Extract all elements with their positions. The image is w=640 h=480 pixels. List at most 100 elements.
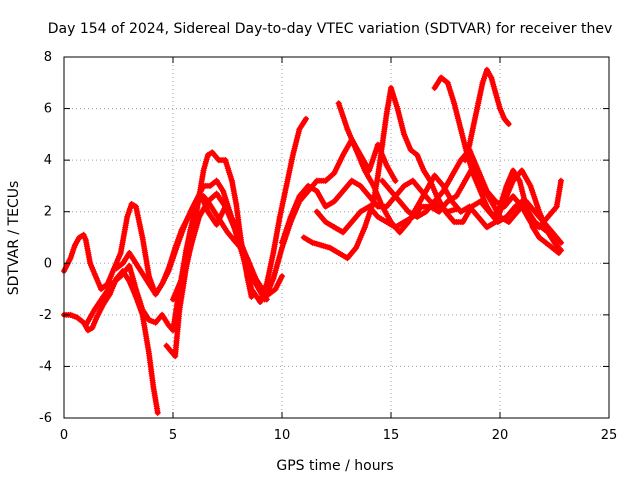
data-point — [348, 219, 355, 226]
data-point — [217, 219, 224, 226]
data-point — [483, 224, 490, 231]
data-point — [178, 275, 185, 282]
data-point — [549, 244, 556, 251]
data-point — [407, 146, 414, 153]
data-point — [518, 167, 525, 174]
data-point — [276, 213, 283, 220]
data-point — [211, 208, 218, 215]
data-point — [132, 260, 139, 267]
data-point — [213, 221, 220, 228]
data-point — [529, 224, 536, 231]
y-tick-label: 8 — [44, 50, 52, 65]
data-point — [272, 286, 279, 293]
data-point — [322, 219, 329, 226]
data-point — [451, 100, 458, 107]
data-point — [497, 203, 503, 210]
data-point — [331, 224, 338, 231]
data-point — [93, 314, 100, 321]
data-point — [483, 66, 490, 73]
data-point — [231, 219, 238, 226]
data-point — [313, 208, 320, 215]
data-point — [544, 213, 551, 220]
data-point — [187, 208, 194, 215]
data-point — [392, 177, 399, 184]
data-point — [117, 273, 124, 280]
data-point — [146, 317, 153, 324]
data-point — [488, 74, 495, 81]
data-point — [409, 177, 416, 184]
data-point — [196, 193, 203, 200]
data-point — [231, 237, 238, 244]
data-point — [422, 208, 429, 215]
data-point — [420, 167, 427, 174]
data-point — [340, 151, 347, 158]
data-point — [128, 200, 135, 207]
data-point — [174, 242, 181, 249]
data-point — [431, 172, 438, 179]
data-point — [335, 100, 342, 107]
data-point — [80, 231, 87, 238]
data-point — [82, 322, 89, 329]
data-point — [396, 229, 403, 236]
data-point — [331, 170, 338, 177]
data-point — [442, 208, 449, 215]
data-point — [383, 162, 390, 169]
data-point — [146, 280, 153, 287]
data-point — [490, 213, 497, 220]
y-tick-label: 0 — [44, 256, 52, 271]
data-point — [302, 115, 309, 122]
data-point — [514, 208, 521, 215]
data-point — [163, 342, 170, 349]
x-tick-label: 5 — [169, 428, 177, 443]
data-point — [279, 244, 285, 251]
data-point — [374, 213, 381, 220]
data-point — [492, 198, 499, 205]
data-point — [257, 298, 264, 305]
data-point — [154, 409, 161, 416]
data-point — [84, 327, 91, 334]
data-point — [457, 208, 464, 215]
data-point — [466, 203, 473, 210]
data-point — [370, 198, 377, 205]
data-point — [165, 322, 172, 329]
data-point — [505, 219, 512, 226]
data-point — [113, 265, 120, 272]
data-point — [176, 306, 183, 313]
data-point — [422, 188, 429, 195]
x-tick-label: 20 — [492, 428, 509, 443]
data-point — [512, 203, 519, 210]
data-point — [396, 198, 403, 205]
data-point — [213, 177, 220, 184]
data-point — [222, 203, 229, 210]
data-point — [388, 84, 394, 91]
data-point — [91, 306, 98, 313]
data-point — [305, 182, 312, 189]
x-tick-label: 15 — [383, 428, 400, 443]
data-point — [401, 182, 408, 189]
data-point — [544, 229, 551, 236]
data-point — [167, 347, 174, 354]
data-point — [414, 203, 421, 210]
data-point — [204, 151, 211, 158]
data-point — [89, 324, 96, 331]
data-point — [523, 203, 530, 210]
data-point — [207, 182, 214, 189]
data-point — [132, 286, 139, 293]
data-point — [159, 280, 166, 287]
data-point — [170, 296, 176, 303]
data-point — [453, 193, 460, 200]
data-point — [139, 306, 146, 313]
data-series — [335, 100, 551, 236]
data-point — [361, 224, 368, 231]
data-point — [440, 188, 447, 195]
data-point — [444, 79, 451, 86]
x-tick-label: 25 — [601, 428, 618, 443]
data-point — [470, 172, 477, 179]
data-point — [366, 193, 373, 200]
data-point — [165, 268, 172, 275]
data-point — [475, 167, 482, 174]
y-tick-label: 4 — [44, 153, 52, 168]
data-point — [170, 327, 176, 334]
data-point — [93, 275, 100, 282]
